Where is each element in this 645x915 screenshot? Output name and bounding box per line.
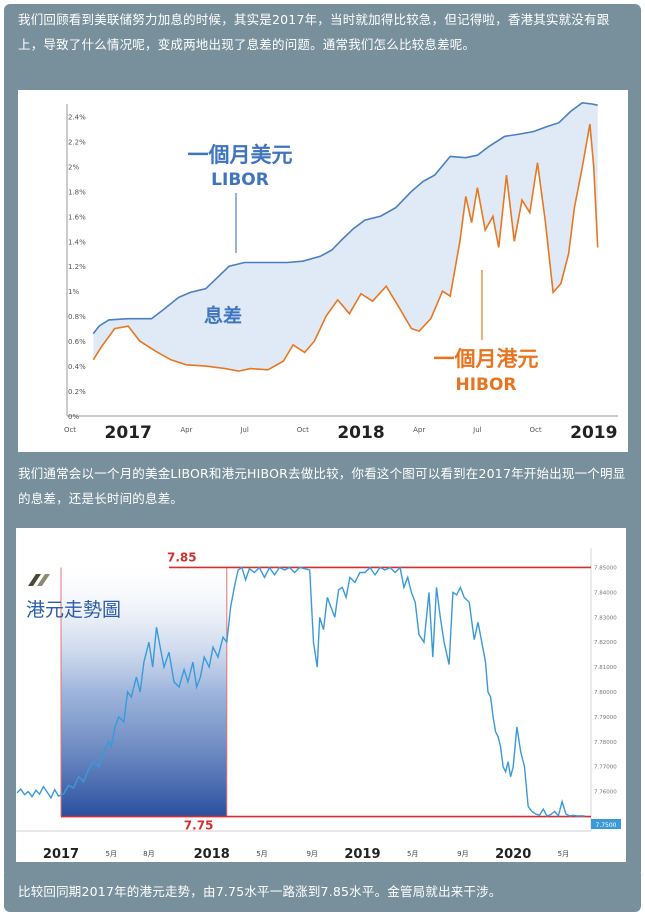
y-tick-label: 2.4% bbox=[68, 113, 86, 121]
x-tick-label: Jul bbox=[239, 426, 249, 434]
x-tick-label: Oct bbox=[64, 426, 76, 434]
right-tick-label: 7.77000 bbox=[594, 765, 617, 771]
hkd-trend-chart: 7.85000 7.84000 7.83000 7.82000 7.81000 7.800… bbox=[16, 528, 626, 862]
y-tick-label: 0.2% bbox=[68, 388, 86, 396]
libor-label-line1: 一個月美元 bbox=[188, 143, 293, 167]
y-tick-label: 1.2% bbox=[68, 263, 86, 271]
chart-title: 港元走勢圖 bbox=[26, 599, 121, 621]
x-tick-label: 8月 bbox=[143, 850, 154, 858]
y-tick-label: 1.4% bbox=[68, 238, 86, 246]
right-tick-label: 7.78000 bbox=[594, 740, 617, 746]
right-tick-label: 7.81000 bbox=[594, 665, 617, 671]
y-tick-label: 0% bbox=[68, 413, 79, 421]
logo-slash-icon bbox=[28, 574, 50, 586]
x-tick-label: 2017 bbox=[105, 423, 152, 443]
hkd-series-line bbox=[16, 566, 585, 818]
paragraph-intro: 我们回顾看到美联储努力加息的时候，其实是2017年，当时就加得比较急，但记得啦，… bbox=[4, 4, 641, 90]
x-tick-label: 2020 bbox=[495, 847, 531, 862]
y-tick-label: 2.2% bbox=[68, 138, 86, 146]
spread-label: 息差 bbox=[204, 304, 242, 327]
x-tick-label: 2019 bbox=[570, 423, 617, 443]
current-value-badge bbox=[591, 819, 621, 829]
y-tick-label: 2% bbox=[68, 163, 79, 171]
right-tick-label: 7.80000 bbox=[594, 690, 617, 696]
rise-period-band bbox=[61, 567, 227, 817]
y-tick-label: 0.6% bbox=[68, 338, 86, 346]
y-tick-label: 1% bbox=[68, 288, 79, 296]
x-tick-label: Oct bbox=[530, 426, 542, 434]
x-tick-label: Oct bbox=[297, 426, 309, 434]
paragraph-comparison: 我们通常会以一个月的美金LIBOR和港元HIBOR去做比较，你看这个图可以看到在… bbox=[4, 458, 641, 526]
libor-hibor-chart: 0% 0.2% 0.4% 0.6% 0.8% 1% 1.2% 1.4% 1.6% 1.8% 2% 2.… bbox=[18, 90, 628, 452]
x-tick-label: 9月 bbox=[306, 850, 317, 858]
x-tick-label: 2018 bbox=[337, 423, 384, 443]
x-tick-label: 2018 bbox=[194, 847, 230, 862]
hibor-label-line2: HIBOR bbox=[455, 375, 516, 395]
x-tick-label: 5月 bbox=[106, 850, 117, 858]
right-tick-label: 7.85000 bbox=[594, 565, 617, 571]
x-tick-label: 5月 bbox=[256, 850, 267, 858]
libor-series-line bbox=[92, 101, 598, 335]
right-tick-label: 7.79000 bbox=[594, 715, 617, 721]
y-tick-label: 0.8% bbox=[68, 313, 86, 321]
libor-label-line2: LIBOR bbox=[211, 170, 269, 190]
x-tick-label: 2019 bbox=[344, 847, 380, 862]
x-tick-label: Jul bbox=[472, 426, 482, 434]
x-tick-label: 5月 bbox=[558, 850, 569, 858]
right-tick-label: 7.83000 bbox=[594, 615, 617, 621]
y-tick-label: 1.8% bbox=[68, 188, 86, 196]
x-tick-label: 9月 bbox=[457, 850, 468, 858]
x-tick-label: Apr bbox=[180, 426, 192, 434]
hibor-series-line bbox=[92, 123, 599, 372]
x-tick-label: 2017 bbox=[43, 847, 79, 862]
peg-high-label: 7.85 bbox=[167, 550, 197, 564]
x-tick-label: Apr bbox=[413, 426, 425, 434]
x-tick-label: 5月 bbox=[407, 850, 418, 858]
hibor-label-line1: 一個月港元 bbox=[434, 347, 539, 371]
right-tick-label: 7.82000 bbox=[594, 640, 617, 646]
current-value-label: 7.7500 bbox=[596, 822, 617, 829]
right-tick-label: 7.76000 bbox=[594, 790, 617, 796]
right-tick-label: 7.84000 bbox=[594, 590, 617, 596]
peg-low-label: 7.75 bbox=[184, 819, 214, 833]
y-tick-label: 0.4% bbox=[68, 363, 86, 371]
paragraph-hkd-trend: 比较回同期2017年的港元走势，由7.75水平一路涨到7.85水平。金管局就出来… bbox=[4, 868, 641, 912]
y-tick-label: 1.6% bbox=[68, 213, 86, 221]
